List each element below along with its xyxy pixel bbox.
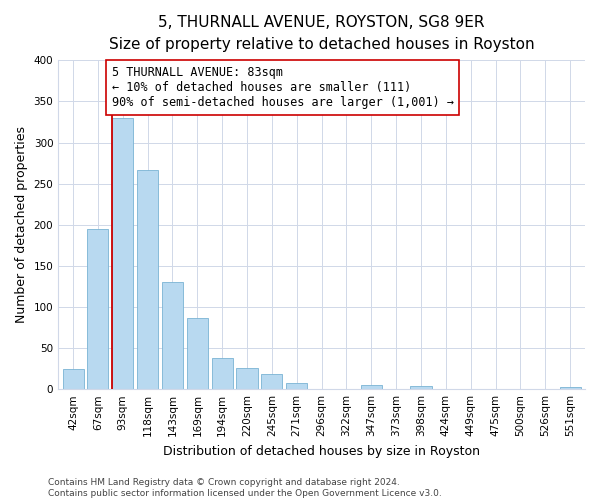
Bar: [137, 170, 158, 389]
Bar: [162, 282, 183, 389]
Bar: [88, 229, 109, 389]
X-axis label: Distribution of detached houses by size in Royston: Distribution of detached houses by size …: [163, 444, 480, 458]
Title: 5, THURNALL AVENUE, ROYSTON, SG8 9ER
Size of property relative to detached house: 5, THURNALL AVENUE, ROYSTON, SG8 9ER Siz…: [109, 15, 535, 52]
Bar: [560, 386, 581, 389]
Text: Contains HM Land Registry data © Crown copyright and database right 2024.
Contai: Contains HM Land Registry data © Crown c…: [48, 478, 442, 498]
Bar: [262, 374, 283, 389]
Y-axis label: Number of detached properties: Number of detached properties: [15, 126, 28, 323]
Bar: [112, 118, 133, 389]
Bar: [187, 318, 208, 389]
Bar: [361, 385, 382, 389]
Bar: [212, 358, 233, 389]
Text: 5 THURNALL AVENUE: 83sqm
← 10% of detached houses are smaller (111)
90% of semi-: 5 THURNALL AVENUE: 83sqm ← 10% of detach…: [112, 66, 454, 109]
Bar: [236, 368, 257, 389]
Bar: [410, 386, 431, 389]
Bar: [62, 368, 83, 389]
Bar: [286, 382, 307, 389]
